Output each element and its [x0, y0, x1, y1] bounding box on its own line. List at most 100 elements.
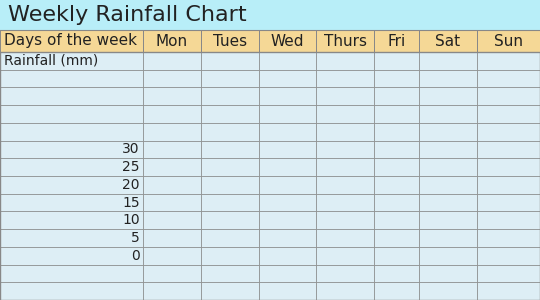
Bar: [201, 87, 259, 105]
Text: 15: 15: [122, 196, 140, 210]
Text: Rainfall (mm): Rainfall (mm): [4, 54, 99, 68]
Bar: [374, 212, 419, 229]
Bar: [201, 30, 259, 52]
Bar: [477, 105, 540, 123]
Text: 30: 30: [123, 142, 140, 156]
Bar: [419, 176, 477, 194]
Text: Wed: Wed: [271, 34, 305, 49]
Bar: [259, 247, 316, 265]
Bar: [316, 87, 374, 105]
Bar: [316, 194, 374, 212]
Bar: [143, 123, 201, 141]
Bar: [374, 282, 419, 300]
Bar: [0, 87, 143, 105]
Bar: [419, 194, 477, 212]
Bar: [0, 229, 143, 247]
Bar: [143, 247, 201, 265]
Bar: [419, 247, 477, 265]
Bar: [143, 176, 201, 194]
Bar: [259, 176, 316, 194]
Bar: [374, 87, 419, 105]
Bar: [201, 70, 259, 87]
Text: Mon: Mon: [156, 34, 188, 49]
Bar: [201, 158, 259, 176]
Bar: [316, 229, 374, 247]
Bar: [374, 194, 419, 212]
Text: Days of the week: Days of the week: [4, 34, 137, 49]
Bar: [419, 70, 477, 87]
Bar: [477, 70, 540, 87]
Bar: [419, 123, 477, 141]
Bar: [419, 265, 477, 282]
Text: 20: 20: [123, 178, 140, 192]
Text: Fri: Fri: [388, 34, 406, 49]
Text: Tues: Tues: [213, 34, 247, 49]
Bar: [0, 247, 143, 265]
Bar: [201, 282, 259, 300]
Bar: [143, 158, 201, 176]
Bar: [316, 158, 374, 176]
Bar: [477, 141, 540, 158]
Bar: [419, 52, 477, 70]
Bar: [201, 265, 259, 282]
Bar: [374, 229, 419, 247]
Bar: [143, 282, 201, 300]
Bar: [259, 158, 316, 176]
Bar: [259, 265, 316, 282]
Bar: [316, 247, 374, 265]
Bar: [201, 105, 259, 123]
Bar: [477, 229, 540, 247]
Bar: [259, 30, 316, 52]
Text: 0: 0: [131, 249, 140, 263]
Bar: [477, 52, 540, 70]
Bar: [201, 52, 259, 70]
Bar: [316, 141, 374, 158]
Bar: [259, 229, 316, 247]
Bar: [419, 30, 477, 52]
Bar: [0, 0, 540, 30]
Bar: [143, 87, 201, 105]
Bar: [259, 212, 316, 229]
Bar: [477, 212, 540, 229]
Bar: [0, 30, 540, 52]
Bar: [374, 30, 419, 52]
Bar: [0, 30, 143, 52]
Bar: [316, 176, 374, 194]
Bar: [143, 52, 201, 70]
Bar: [259, 70, 316, 87]
Text: Weekly Rainfall Chart: Weekly Rainfall Chart: [8, 5, 247, 25]
Bar: [419, 105, 477, 123]
Bar: [374, 123, 419, 141]
Bar: [143, 141, 201, 158]
Bar: [477, 194, 540, 212]
Bar: [374, 158, 419, 176]
Bar: [143, 265, 201, 282]
Bar: [0, 265, 143, 282]
Bar: [259, 141, 316, 158]
Bar: [374, 141, 419, 158]
Bar: [143, 30, 201, 52]
Bar: [143, 70, 201, 87]
Bar: [477, 30, 540, 52]
Bar: [259, 282, 316, 300]
Bar: [477, 247, 540, 265]
Bar: [419, 282, 477, 300]
Bar: [316, 265, 374, 282]
Bar: [0, 123, 143, 141]
Bar: [316, 282, 374, 300]
Bar: [201, 194, 259, 212]
Bar: [0, 158, 143, 176]
Bar: [374, 265, 419, 282]
Bar: [143, 229, 201, 247]
Bar: [143, 194, 201, 212]
Bar: [0, 194, 143, 212]
Bar: [316, 105, 374, 123]
Bar: [477, 265, 540, 282]
Bar: [259, 123, 316, 141]
Bar: [201, 123, 259, 141]
Bar: [316, 52, 374, 70]
Text: Sun: Sun: [494, 34, 523, 49]
Bar: [316, 30, 374, 52]
Bar: [0, 52, 540, 300]
Bar: [0, 141, 143, 158]
